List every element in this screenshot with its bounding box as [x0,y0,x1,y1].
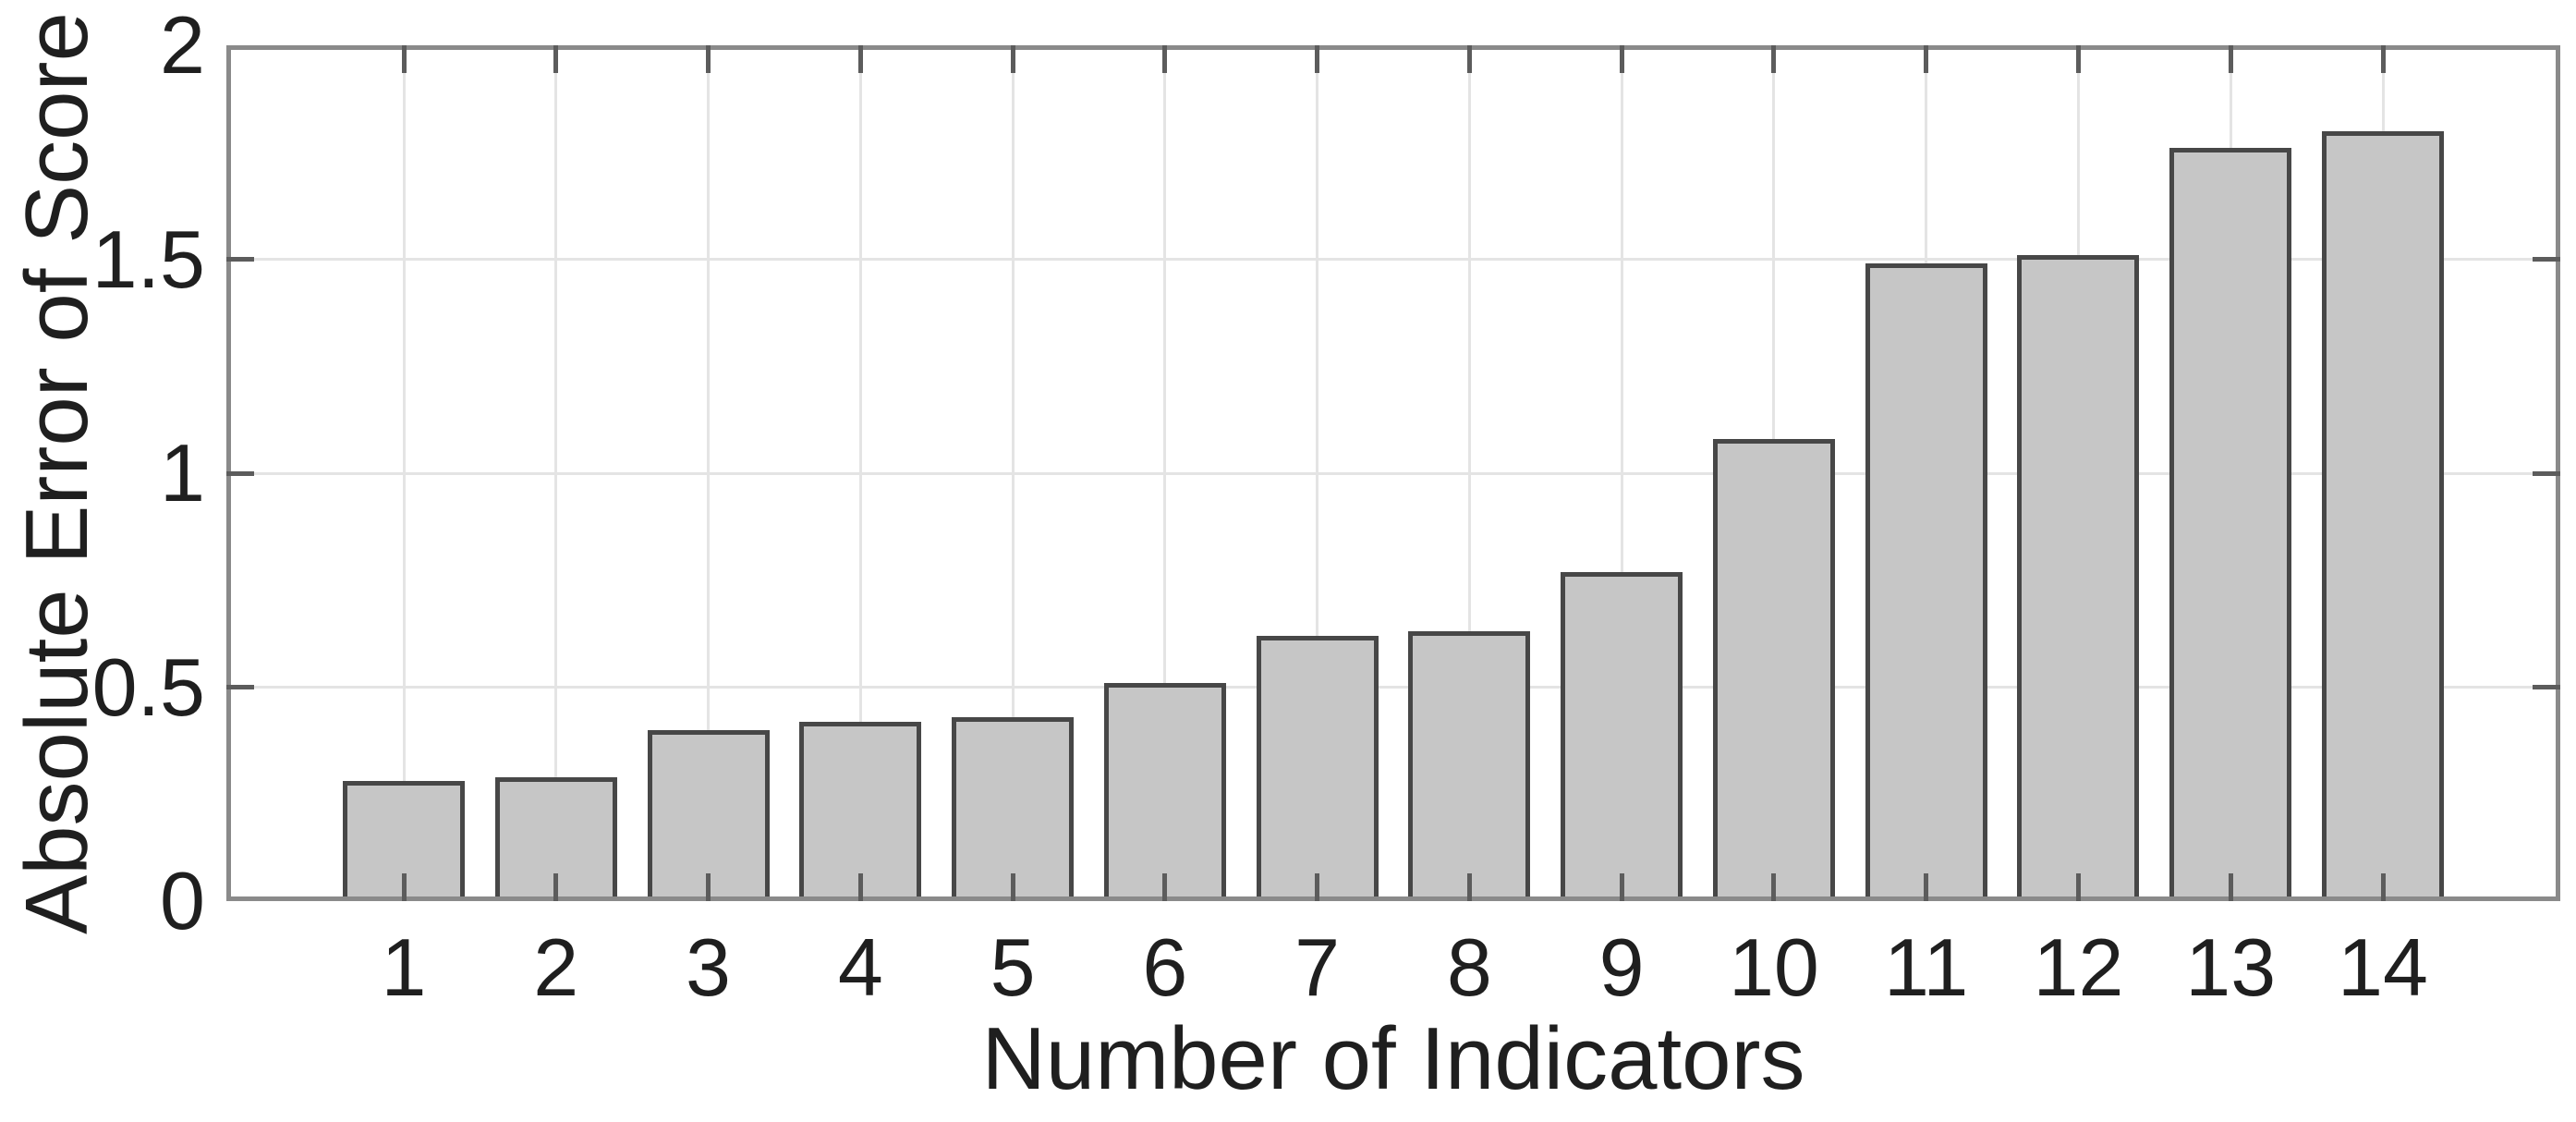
x-tick-label: 14 [2338,921,2428,1013]
y-tick-left [226,257,254,262]
x-tick-bottom [1466,873,1472,901]
x-tick-bottom [553,873,559,901]
vertical-gridline [402,45,406,901]
x-tick-label: 7 [1294,921,1341,1013]
x-tick-label: 4 [837,921,883,1013]
vertical-gridline [707,45,711,901]
x-tick-bottom [857,873,863,901]
y-tick-label: 1.5 [91,213,205,305]
horizontal-gridline [226,471,2560,475]
x-tick-label: 12 [2033,921,2124,1013]
vertical-gridline [1011,45,1015,901]
x-tick-label: 9 [1598,921,1645,1013]
y-tick-label: 0 [160,855,205,946]
horizontal-gridline [226,686,2560,689]
bar [1256,635,1379,901]
x-tick-label: 2 [533,921,579,1013]
y-tick-right [2533,685,2560,689]
x-tick-label: 3 [686,921,731,1013]
horizontal-gridline [226,258,2560,261]
bar [1103,682,1226,901]
x-tick-bottom [706,873,711,901]
bar [2322,130,2444,901]
x-tick-label: 8 [1446,921,1492,1013]
bar [343,781,465,901]
x-tick-bottom [2380,873,2386,901]
x-tick-top [1924,45,1929,73]
x-tick-top [401,45,407,73]
x-tick-top [1315,45,1320,73]
bar [1865,263,1987,901]
x-tick-label: 10 [1728,921,1819,1013]
vertical-gridline [1467,45,1471,901]
bar [1712,438,1835,901]
y-tick-left [226,685,254,689]
x-tick-top [857,45,863,73]
x-tick-top [2228,45,2233,73]
x-tick-bottom [1619,873,1624,901]
vertical-gridline [858,45,862,901]
x-tick-label: 13 [2185,921,2277,1013]
bar [1408,631,1531,901]
x-tick-bottom [1010,873,1015,901]
bar [2169,148,2292,901]
x-tick-bottom [2228,873,2233,901]
x-tick-label: 5 [990,921,1036,1013]
x-tick-bottom [1924,873,1929,901]
vertical-gridline [1163,45,1167,901]
x-tick-bottom [1162,873,1168,901]
vertical-gridline [554,45,558,901]
y-tick-right [2533,470,2560,476]
bar-series [226,45,2560,901]
x-tick-label: 1 [381,921,427,1013]
x-tick-label: 11 [1884,921,1969,1013]
x-axis-label: Number of Indicators [981,1009,1805,1108]
x-tick-label: 6 [1142,921,1188,1013]
vertical-gridline [1620,45,1623,901]
vertical-gridline [1316,45,1319,901]
x-tick-top [2380,45,2386,73]
x-tick-bottom [2075,873,2081,901]
y-tick-label: 0.5 [91,640,205,733]
y-tick-left [226,470,254,476]
x-tick-bottom [1771,873,1777,901]
x-tick-top [1771,45,1777,73]
x-tick-top [1010,45,1015,73]
x-tick-top [706,45,711,73]
x-tick-bottom [401,873,407,901]
bar [2017,254,2140,901]
plot-area [226,45,2560,901]
bar [952,716,1075,901]
x-tick-top [1619,45,1624,73]
y-tick-label: 1 [160,427,205,518]
x-tick-top [553,45,559,73]
x-tick-top [1466,45,1472,73]
bar [647,729,770,901]
x-tick-top [1162,45,1168,73]
tick-mark-layer [226,45,2560,901]
y-tick-right [2533,257,2560,262]
x-tick-bottom [1315,873,1320,901]
y-tick-label: 2 [160,0,205,91]
bar [1561,571,1683,901]
bar [799,721,922,901]
x-tick-top [2075,45,2081,73]
